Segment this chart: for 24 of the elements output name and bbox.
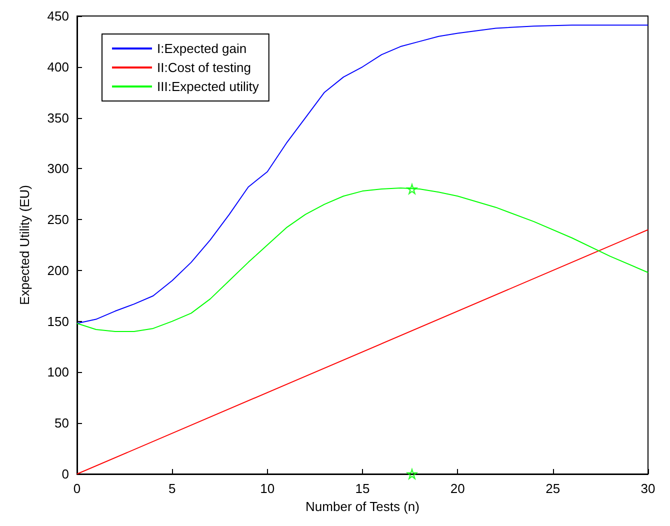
y-tick-label: 100: [47, 364, 69, 380]
y-tick-label: 350: [47, 110, 69, 126]
y-tick-label: 150: [47, 314, 69, 329]
legend-label: III:Expected utility: [157, 79, 260, 94]
y-tick-label: 400: [47, 59, 69, 74]
x-tick-label: 15: [355, 481, 370, 496]
x-tick-label: 25: [546, 481, 560, 496]
y-axis-title: Expected Utility (EU): [17, 185, 32, 305]
y-tick-label: 0: [62, 466, 69, 482]
y-tick-label: 200: [47, 262, 69, 278]
y-tick-label: 250: [47, 212, 69, 228]
y-tick-label: 50: [54, 416, 69, 431]
line-series: [76, 188, 648, 332]
x-tick-label: 20: [450, 481, 465, 496]
legend-label: I:Expected gain: [157, 41, 247, 56]
x-axis-title: Number of Tests (n): [306, 498, 420, 514]
x-tick-label: 0: [73, 481, 81, 496]
y-tick-label: 450: [47, 8, 69, 24]
legend-label: II:Cost of testing: [157, 60, 251, 75]
x-tick-label: 5: [168, 481, 176, 496]
line-series: [76, 24, 648, 324]
x-tick-label: 10: [260, 481, 275, 496]
x-tick-label: 30: [640, 481, 656, 496]
y-tick-label: 300: [47, 161, 69, 176]
